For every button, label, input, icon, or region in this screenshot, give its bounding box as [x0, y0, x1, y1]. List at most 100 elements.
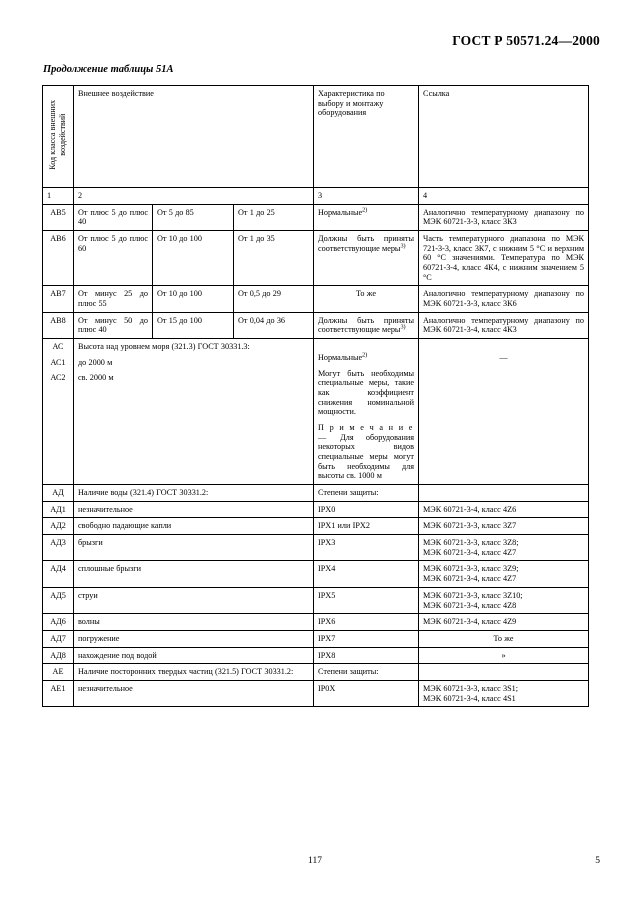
- row-code: АЕ1: [42, 679, 74, 708]
- section-code-cell: АС АС1 АС2: [42, 338, 74, 486]
- header-characteristic-line1: Характеристика по: [318, 89, 385, 98]
- table-row: АД6 волны IPX6 МЭК 60721-3-4, класс 4Z9: [42, 613, 590, 631]
- row-characteristic: Должны быть приняты соответствующие меры…: [313, 230, 420, 287]
- section-reference-ae: [418, 663, 590, 681]
- row-reference: МЭК 60721-3-3, класс 3Z8; МЭК 60721-3-4,…: [418, 534, 590, 562]
- row-temperature-range: От минус 25 до плюс 55: [73, 285, 153, 313]
- row-description: волны: [72, 613, 315, 631]
- row-code: АВ8: [42, 311, 74, 340]
- header-characteristic-line2: выбору и монтажу: [318, 98, 384, 108]
- row-code: АД8: [42, 646, 74, 665]
- row-reference: МЭК 60721-3-3, класс 3Z7: [418, 517, 590, 536]
- column-number-2: 2: [72, 187, 315, 205]
- row-characteristic-text: Должны быть приняты соответствующие меры: [318, 315, 415, 335]
- header-cell-characteristic: Характеристика по выбору и монтажу обору…: [313, 85, 420, 188]
- row-text-ac1: до 2000 м: [78, 357, 113, 367]
- row-humidity-range: От 5 до 85: [152, 203, 234, 232]
- header-code-line2: воздействий: [58, 113, 67, 157]
- standard-designation: ГОСТ Р 50571.24—2000: [452, 33, 600, 48]
- table-row-section-ae-title: АЕ Наличие посторонних твердых частиц (3…: [42, 663, 590, 681]
- row-code: АВ7: [42, 285, 74, 313]
- row-absolute-humidity: От 1 до 25: [232, 203, 315, 232]
- external-influences-table: Код класса внешних воздействий Внешнее в…: [42, 85, 590, 708]
- table-row-section-ac: АС АС1 АС2 Высота над уровнем моря (321.…: [42, 338, 590, 486]
- header-cell-code: Код класса внешних воздействий: [42, 85, 74, 188]
- table-row: АД3 брызги IPX3 МЭК 60721-3-3, класс 3Z8…: [42, 534, 590, 562]
- section-reference-cell: —: [418, 338, 590, 486]
- row-characteristic-ac2: Могут быть необходимы специальные меры, …: [318, 368, 415, 417]
- row-protection-degree: IPX4: [313, 560, 420, 588]
- row-reference: »: [418, 646, 590, 665]
- row-reference: Аналогично температурному диапазону по М…: [418, 203, 590, 232]
- row-temperature-range: От плюс 5 до плюс 60: [73, 230, 153, 287]
- row-description: нахождение под водой: [72, 646, 315, 665]
- row-characteristic-ac1-text: Нормальные: [318, 353, 363, 363]
- row-temperature-range: От плюс 5 до плюс 40: [73, 203, 153, 232]
- row-code: АД3: [42, 534, 74, 562]
- note-label: П р и м е ч а н и е —: [318, 423, 415, 442]
- row-description: погружение: [72, 629, 315, 648]
- row-characteristic: Должны быть приняты соответствующие меры…: [313, 311, 420, 340]
- footnote-marker: 2): [362, 351, 368, 359]
- page-number: 117: [308, 856, 322, 866]
- table-caption: Продолжение таблицы 51А: [43, 64, 174, 75]
- row-protection-degree: IPX0: [313, 500, 420, 519]
- row-absolute-humidity: От 0,5 до 29: [232, 285, 315, 313]
- table-row-section-ad-title: АД Наличие воды (321.4) ГОСТ 30331.2: Ст…: [42, 484, 590, 502]
- row-protection-degree: IPX5: [313, 586, 420, 615]
- row-protection-degree: IPX7: [313, 629, 420, 648]
- table-row: АВ5 От плюс 5 до плюс 40 От 5 до 85 От 1…: [42, 203, 590, 232]
- row-code: АВ6: [42, 230, 74, 287]
- row-reference: Аналогично температурному диапазону по М…: [418, 285, 590, 313]
- table-row: АД2 свободно падающие капли IPX1 или IPX…: [42, 517, 590, 536]
- spacer: [423, 342, 584, 353]
- row-code-ac1: АС1: [50, 357, 66, 367]
- header-cell-external-influence: Внешнее воздействие: [72, 85, 315, 188]
- section-title-ad: Наличие воды (321.4) ГОСТ 30331.2:: [72, 484, 315, 502]
- row-code: АД2: [42, 517, 74, 536]
- row-code-ac2: АС2: [50, 373, 66, 383]
- row-characteristic-text: Нормальные: [318, 207, 363, 217]
- row-reference-ac1: —: [499, 353, 508, 363]
- table-row: АВ8 От минус 50 до плюс 40 От 15 до 100 …: [42, 311, 590, 340]
- row-protection-degree: IPX1 или IPX2: [313, 517, 420, 536]
- section-reference-ad: [418, 484, 590, 502]
- footnote-marker: 2): [362, 205, 368, 213]
- row-characteristic-ac1: Нормальные2): [318, 351, 414, 363]
- row-description: сплошные брызги: [72, 560, 315, 588]
- row-code: АВ5: [42, 203, 74, 232]
- column-number-4: 4: [418, 187, 590, 205]
- table-header-row: Код класса внешних воздействий Внешнее в…: [42, 85, 590, 188]
- row-reference: МЭК 60721-3-3, класс 3Z10; МЭК 60721-3-4…: [418, 586, 590, 615]
- row-description: струи: [72, 586, 315, 615]
- row-characteristic: То же: [313, 285, 420, 313]
- section-code-ae: АЕ: [42, 663, 74, 681]
- section-title-ac: Высота над уровнем моря (321.3) ГОСТ 303…: [78, 342, 250, 352]
- row-description: свободно падающие капли: [72, 517, 315, 536]
- row-reference: МЭК 60721-3-3, класс 3S1; МЭК 60721-3-4,…: [418, 679, 590, 708]
- table-row: АД1 незначительное IPX0 МЭК 60721-3-4, к…: [42, 500, 590, 519]
- column-number-1: 1: [42, 187, 74, 205]
- row-description: незначительное: [72, 679, 315, 708]
- table-row: АВ6 От плюс 5 до плюс 60 От 10 до 100 От…: [42, 230, 590, 287]
- row-reference: МЭК 60721-3-4, класс 4Z9: [418, 613, 590, 631]
- row-description: незначительное: [72, 500, 315, 519]
- row-reference: МЭК 60721-3-4, класс 4Z6: [418, 500, 590, 519]
- note-ac: П р и м е ч а н и е — Для оборудования н…: [318, 423, 414, 481]
- row-temperature-range: От минус 50 до плюс 40: [73, 311, 153, 340]
- table-row: АД5 струи IPX5 МЭК 60721-3-3, класс 3Z10…: [42, 586, 590, 615]
- table-row: АД7 погружение IPX7 То же: [42, 629, 590, 648]
- section-characteristic-cell: Нормальные2) Могут быть необходимы специ…: [313, 338, 420, 486]
- row-code: АД4: [42, 560, 74, 588]
- row-text-ac2: св. 2000 м: [78, 373, 114, 383]
- header-characteristic-line3: оборудования: [318, 108, 367, 118]
- row-protection-degree: IPX3: [313, 534, 420, 562]
- column-number-3: 3: [313, 187, 420, 205]
- sheet-number: 5: [595, 856, 600, 866]
- footnote-marker: 3): [400, 241, 406, 249]
- row-humidity-range: От 15 до 100: [152, 311, 234, 340]
- footnote-marker: 3): [400, 323, 406, 331]
- section-description-cell: Высота над уровнем моря (321.3) ГОСТ 303…: [72, 338, 315, 486]
- row-code: АД1: [42, 500, 74, 519]
- row-protection-degree: IPX8: [313, 646, 420, 665]
